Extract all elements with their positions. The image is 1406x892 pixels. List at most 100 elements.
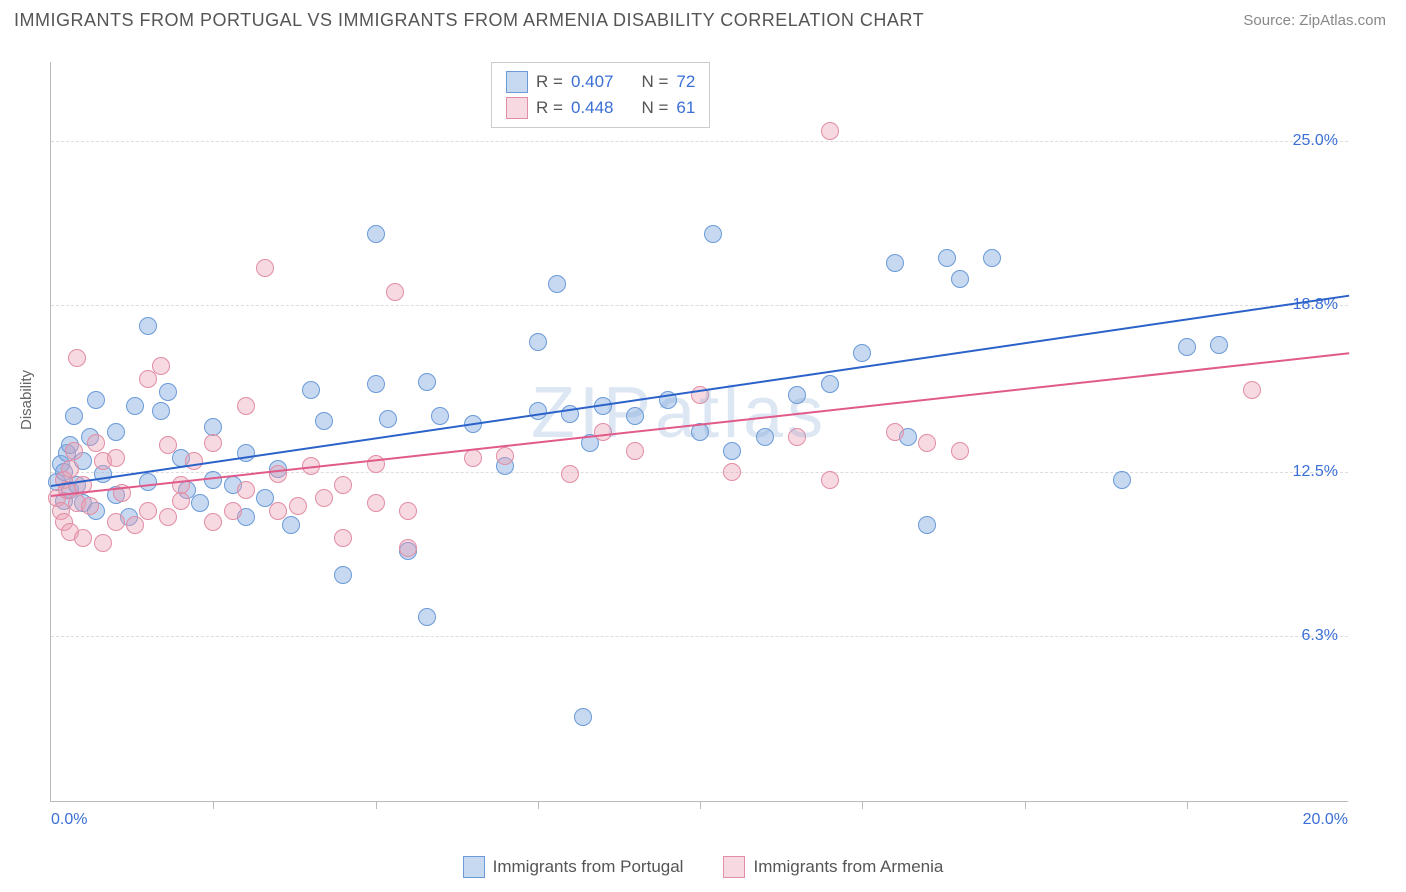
x-tick: [1187, 801, 1188, 809]
data-point: [172, 476, 190, 494]
data-point: [496, 447, 514, 465]
gridline-h: [51, 141, 1348, 142]
data-point: [704, 225, 722, 243]
data-point: [269, 465, 287, 483]
swatch-armenia: [506, 97, 528, 119]
x-tick: [862, 801, 863, 809]
data-point: [191, 494, 209, 512]
n-label: N =: [641, 69, 668, 95]
y-tick-label: 25.0%: [1293, 132, 1338, 150]
data-point: [983, 249, 1001, 267]
data-point: [1178, 338, 1196, 356]
x-tick: [700, 801, 701, 809]
data-point: [951, 270, 969, 288]
data-point: [87, 434, 105, 452]
data-point: [65, 442, 83, 460]
x-tick: [538, 801, 539, 809]
data-point: [561, 465, 579, 483]
correlation-legend: R = 0.407 N = 72 R = 0.448 N = 61: [491, 62, 710, 128]
data-point: [65, 407, 83, 425]
data-point: [152, 402, 170, 420]
data-point: [74, 529, 92, 547]
data-point: [918, 434, 936, 452]
data-point: [315, 412, 333, 430]
source-name: ZipAtlas.com: [1299, 12, 1386, 29]
data-point: [938, 249, 956, 267]
trend-line: [51, 295, 1349, 487]
data-point: [107, 513, 125, 531]
data-point: [529, 333, 547, 351]
data-point: [431, 407, 449, 425]
data-point: [1243, 381, 1261, 399]
data-point: [94, 534, 112, 552]
data-point: [159, 436, 177, 454]
data-point: [204, 513, 222, 531]
n-label: N =: [641, 95, 668, 121]
data-point: [529, 402, 547, 420]
x-tick: [1025, 801, 1026, 809]
data-point: [334, 476, 352, 494]
legend-label-portugal: Immigrants from Portugal: [493, 857, 684, 877]
data-point: [302, 381, 320, 399]
data-point: [626, 407, 644, 425]
gridline-h: [51, 305, 1348, 306]
data-point: [594, 423, 612, 441]
data-point: [139, 317, 157, 335]
y-axis-label: Disability: [18, 370, 35, 430]
data-point: [367, 455, 385, 473]
data-point: [204, 434, 222, 452]
data-point: [886, 423, 904, 441]
swatch-portugal: [506, 71, 528, 93]
data-point: [269, 502, 287, 520]
data-point: [886, 254, 904, 272]
data-point: [224, 502, 242, 520]
gridline-h: [51, 636, 1348, 637]
chart-header: IMMIGRANTS FROM PORTUGAL VS IMMIGRANTS F…: [0, 0, 1406, 37]
legend-row-portugal: R = 0.407 N = 72: [506, 69, 695, 95]
r-value-portugal: 0.407: [571, 69, 614, 95]
legend-row-armenia: R = 0.448 N = 61: [506, 95, 695, 121]
data-point: [315, 489, 333, 507]
data-point: [951, 442, 969, 460]
data-point: [399, 502, 417, 520]
data-point: [107, 449, 125, 467]
legend-item-armenia: Immigrants from Armenia: [723, 856, 943, 878]
data-point: [821, 471, 839, 489]
data-point: [626, 442, 644, 460]
data-point: [256, 259, 274, 277]
y-tick-label: 12.5%: [1293, 463, 1338, 481]
x-tick: [213, 801, 214, 809]
data-point: [185, 452, 203, 470]
trend-line: [51, 353, 1349, 498]
data-point: [87, 391, 105, 409]
x-tick-label-right: 20.0%: [1303, 811, 1348, 829]
data-point: [548, 275, 566, 293]
data-point: [379, 410, 397, 428]
scatter-chart: ZIPatlas R = 0.407 N = 72 R = 0.448 N = …: [50, 62, 1348, 802]
swatch-portugal-icon: [463, 856, 485, 878]
data-point: [723, 463, 741, 481]
data-point: [918, 516, 936, 534]
data-point: [756, 428, 774, 446]
y-tick-label: 6.3%: [1302, 627, 1338, 645]
data-point: [126, 397, 144, 415]
data-point: [399, 539, 417, 557]
x-tick-label-left: 0.0%: [51, 811, 87, 829]
data-point: [139, 473, 157, 491]
data-point: [334, 529, 352, 547]
data-point: [139, 502, 157, 520]
data-point: [81, 497, 99, 515]
data-point: [821, 122, 839, 140]
r-label: R =: [536, 69, 563, 95]
x-tick: [376, 801, 377, 809]
data-point: [1113, 471, 1131, 489]
data-point: [574, 708, 592, 726]
n-value-armenia: 61: [676, 95, 695, 121]
data-point: [1210, 336, 1228, 354]
data-point: [418, 608, 436, 626]
data-point: [282, 516, 300, 534]
data-point: [159, 508, 177, 526]
data-point: [159, 383, 177, 401]
data-point: [152, 357, 170, 375]
data-point: [107, 423, 125, 441]
